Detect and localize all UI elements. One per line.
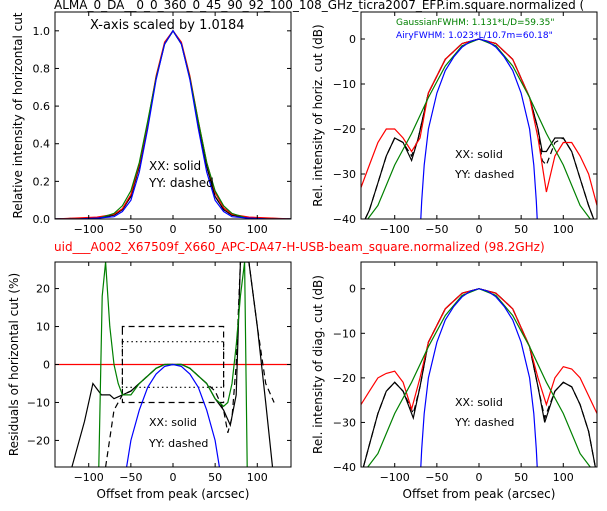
x-axis-label: Offset from peak (arcsec): [403, 487, 556, 501]
x-tick-label: −100: [74, 223, 104, 236]
x-tick-label: 50: [208, 223, 222, 236]
series-line-1: [121, 325, 225, 404]
x-tick-label: 50: [514, 471, 528, 484]
series-line-1: [55, 29, 291, 219]
y-tick-label: 0: [43, 359, 50, 372]
x-tick-label: 100: [247, 223, 268, 236]
plot-annotation: YY: dashed: [148, 176, 214, 190]
y-axis-label: Relative intensity of horizontal cut: [11, 12, 25, 218]
plot-annotation: YY: dashed: [148, 437, 208, 450]
series-line-4: [55, 29, 291, 219]
series-line-1: [362, 288, 596, 467]
series-line-0: [362, 288, 596, 467]
plot-series: [55, 262, 291, 467]
series-line-6: [126, 363, 220, 467]
plot-annotation: GaussianFWHM: 1.131*L/D=59.35": [396, 18, 554, 28]
x-tick-label: −100: [74, 471, 104, 484]
y-tick-label: −40: [333, 461, 356, 474]
y-tick-label: −20: [27, 434, 50, 447]
x-tick-label: 100: [247, 471, 268, 484]
series-line-4: [420, 38, 538, 219]
series-line-0: [364, 38, 595, 219]
y-tick-label: 0.2: [33, 175, 51, 188]
plots: −100 −50 0 50 1000.00.20.40.60.81.0Relative …: [7, 11, 598, 501]
plot-p1: −100 −50 0 50 100 0.0 0.2 0.4 0.6 0.8 1.0 Relative …: [11, 11, 292, 236]
series-line-4: [420, 288, 538, 467]
y-tick-label: −30: [333, 416, 356, 429]
y-axis-label: Rel. intensity of diag. cut (dB): [311, 275, 325, 454]
x-tick-label: −100: [380, 223, 410, 236]
plot-annotation: XX: solid: [455, 148, 503, 161]
plot-annotation: XX: solid: [149, 159, 201, 173]
x-tick-label: −50: [425, 471, 448, 484]
y-tick-label: −40: [333, 213, 356, 226]
plot-series: [361, 38, 597, 219]
plot-annotation: XX: solid: [149, 416, 197, 429]
series-line-3: [55, 29, 291, 219]
series-line-2: [55, 29, 291, 219]
y-tick-label: 1.0: [33, 25, 51, 38]
y-tick-label: 10: [36, 321, 50, 334]
y-tick-label: 20: [36, 283, 50, 296]
plot-annotation: YY: dashed: [454, 416, 514, 429]
figure-subtitle: uid___A002_X67509f_X660_APC-DA47-H-USB-b…: [54, 240, 545, 254]
plot-annotation: YY: dashed: [454, 168, 514, 181]
x-tick-label: 100: [553, 471, 574, 484]
figure-title: ALMA_0_DA__0_0_360_0_45_90_92_100_108_GH…: [54, 0, 584, 12]
y-tick-label: −20: [333, 123, 356, 136]
plot-annotation: XX: solid: [455, 396, 503, 409]
x-tick-label: −100: [380, 471, 410, 484]
y-tick-label: −10: [333, 78, 356, 91]
y-axis-label: Residuals of horizontal cut (%): [7, 273, 21, 456]
y-tick-label: 0.0: [33, 213, 51, 226]
x-tick-label: 100: [553, 223, 574, 236]
y-tick-label: 0: [349, 283, 356, 296]
y-tick-label: 0.4: [33, 138, 51, 151]
x-tick-label: 0: [170, 471, 177, 484]
y-axis-label: Rel. intensity of horiz. cut (dB): [311, 24, 325, 206]
plot-series: [361, 288, 597, 467]
y-tick-label: −10: [333, 327, 356, 340]
series-line-0: [55, 29, 291, 219]
y-tick-label: −10: [27, 396, 50, 409]
y-tick-label: 0.6: [33, 100, 51, 113]
plot-annotation: AiryFWHM: 1.023*L/10.7m=60.18": [396, 31, 553, 41]
y-tick-label: −20: [333, 372, 356, 385]
series-line-3: [366, 288, 592, 467]
series-line-2: [361, 288, 597, 414]
x-tick-label: −50: [119, 471, 142, 484]
plot-frame: [360, 261, 598, 468]
x-tick-label: 0: [170, 223, 177, 236]
series-line-3: [367, 38, 591, 219]
plot-series: [55, 29, 291, 219]
x-tick-label: −50: [425, 223, 448, 236]
x-tick-label: 50: [514, 223, 528, 236]
y-tick-label: −30: [333, 168, 356, 181]
x-tick-label: 0: [476, 223, 483, 236]
y-tick-label: 0.8: [33, 62, 51, 75]
plot-frame: [360, 11, 598, 220]
x-axis-label: Offset from peak (arcsec): [97, 487, 250, 501]
y-tick-label: 0: [349, 33, 356, 46]
x-tick-label: 50: [208, 471, 222, 484]
x-tick-label: 0: [476, 471, 483, 484]
plot-annotation: X-axis scaled by 1.0184: [90, 18, 245, 33]
x-tick-label: −50: [119, 223, 142, 236]
series-line-1: [364, 38, 595, 219]
